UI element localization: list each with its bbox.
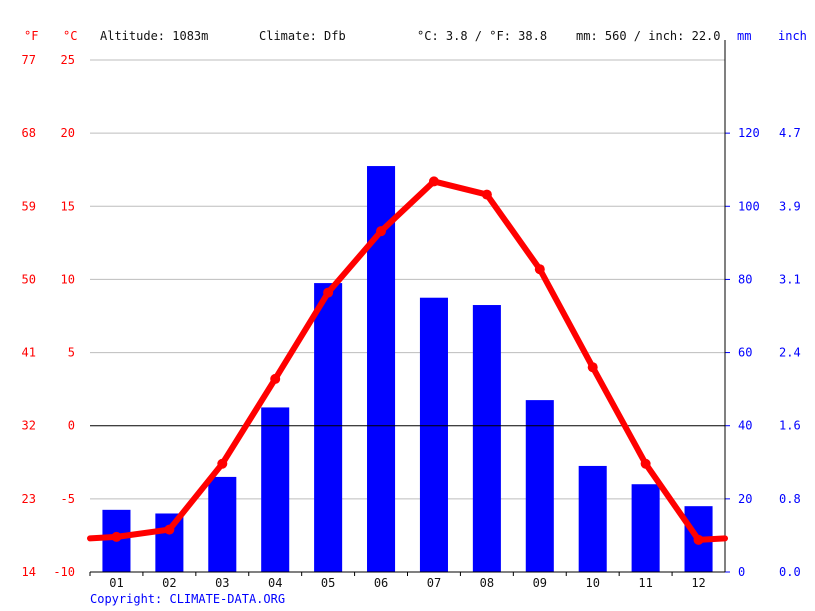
- precipitation-bar: [631, 484, 660, 572]
- month-tick-label: 11: [638, 576, 652, 590]
- mm-tick-label: 0: [738, 565, 745, 579]
- temperature-point: [640, 458, 651, 469]
- fahrenheit-tick-label: 68: [22, 126, 36, 140]
- celsius-unit-label: °C: [63, 29, 77, 43]
- fahrenheit-tick-label: 23: [22, 492, 36, 506]
- month-tick-label: 09: [533, 576, 547, 590]
- month-tick-label: 12: [691, 576, 705, 590]
- celsius-tick-label: -5: [61, 492, 75, 506]
- mm-tick-label: 80: [738, 272, 752, 286]
- precipitation-bar: [208, 476, 237, 572]
- inch-unit-label: inch: [778, 29, 807, 43]
- inch-tick-label: 0.8: [779, 492, 801, 506]
- precipitation-bar: [419, 297, 448, 572]
- altitude-label: Altitude: 1083m: [100, 29, 208, 43]
- precipitation-bar: [578, 465, 607, 572]
- precipitation-summary: mm: 560 / inch: 22.0: [576, 29, 721, 43]
- inch-tick-label: 4.7: [779, 126, 801, 140]
- fahrenheit-tick-label: 41: [22, 346, 36, 360]
- temperature-summary: °C: 3.8 / °F: 38.8: [417, 29, 547, 43]
- axes: [89, 40, 730, 576]
- mm-tick-label: 20: [738, 492, 752, 506]
- inch-tick-label: 0.0: [779, 565, 801, 579]
- mm-tick-label: 100: [738, 199, 760, 213]
- temperature-point: [534, 264, 545, 275]
- celsius-tick-label: 5: [68, 346, 75, 360]
- temperature-point: [587, 362, 598, 373]
- celsius-tick-label: 0: [68, 419, 75, 433]
- month-tick-label: 10: [585, 576, 599, 590]
- precipitation-bar: [314, 283, 343, 572]
- temperature-point: [111, 531, 122, 542]
- temperature-point: [481, 189, 492, 200]
- month-tick-label: 08: [480, 576, 494, 590]
- fahrenheit-unit-label: °F: [24, 29, 38, 43]
- month-tick-label: 03: [215, 576, 229, 590]
- month-tick-label: 06: [374, 576, 388, 590]
- temperature-point: [693, 534, 704, 545]
- fahrenheit-tick-label: 77: [22, 53, 36, 67]
- month-tick-label: 07: [427, 576, 441, 590]
- precipitation-bar: [472, 305, 501, 572]
- precipitation-bars: [102, 166, 713, 573]
- month-tick-label: 04: [268, 576, 282, 590]
- precipitation-bar: [261, 407, 290, 572]
- celsius-tick-label: 20: [61, 126, 75, 140]
- precipitation-bar: [155, 513, 184, 572]
- precipitation-bar: [525, 400, 554, 572]
- inch-tick-label: 3.1: [779, 272, 801, 286]
- month-tick-label: 02: [162, 576, 176, 590]
- temperature-line: [87, 176, 728, 545]
- temperature-point: [376, 226, 387, 237]
- fahrenheit-tick-label: 50: [22, 272, 36, 286]
- copyright-text: Copyright: CLIMATE-DATA.ORG: [90, 592, 285, 606]
- celsius-tick-label: 15: [61, 199, 75, 213]
- fahrenheit-tick-label: 59: [22, 199, 36, 213]
- climate-label: Climate: Dfb: [259, 29, 346, 43]
- month-tick-label: 01: [109, 576, 123, 590]
- temperature-polyline: [87, 178, 728, 543]
- celsius-tick-label: -10: [53, 565, 75, 579]
- grid-lines: [90, 59, 725, 573]
- celsius-tick-label: 25: [61, 53, 75, 67]
- mm-tick-label: 40: [738, 419, 752, 433]
- celsius-tick-label: 10: [61, 272, 75, 286]
- temperature-point: [164, 524, 175, 535]
- month-tick-label: 05: [321, 576, 335, 590]
- fahrenheit-tick-label: 32: [22, 419, 36, 433]
- temperature-point: [428, 176, 439, 187]
- inch-tick-label: 3.9: [779, 199, 801, 213]
- temperature-point: [323, 287, 334, 298]
- temperature-point: [270, 373, 281, 384]
- inch-tick-label: 1.6: [779, 419, 801, 433]
- mm-tick-label: 120: [738, 126, 760, 140]
- inch-tick-label: 2.4: [779, 346, 801, 360]
- mm-unit-label: mm: [737, 29, 751, 43]
- temperature-point: [217, 458, 228, 469]
- fahrenheit-tick-label: 14: [22, 565, 36, 579]
- mm-tick-label: 60: [738, 346, 752, 360]
